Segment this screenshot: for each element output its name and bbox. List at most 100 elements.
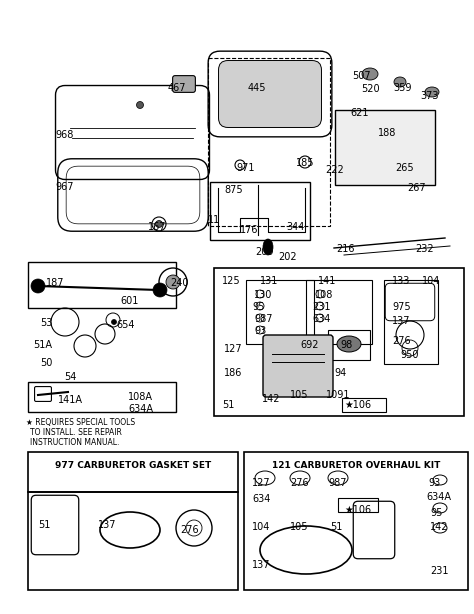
Text: 987: 987 (328, 478, 346, 488)
Text: 231: 231 (312, 302, 330, 312)
Text: 108: 108 (315, 290, 333, 300)
Bar (338, 498, 378, 512)
Text: 231: 231 (430, 566, 448, 576)
Text: 276: 276 (180, 525, 199, 535)
Text: 276: 276 (290, 478, 309, 488)
Text: 654: 654 (116, 320, 135, 330)
Text: 11: 11 (208, 215, 220, 225)
Text: 968: 968 (55, 130, 73, 140)
Circle shape (166, 275, 180, 289)
Text: 634: 634 (252, 494, 270, 504)
Text: 216: 216 (336, 244, 355, 254)
Text: 54: 54 (64, 372, 76, 382)
Text: 967: 967 (55, 182, 73, 192)
Text: 875: 875 (224, 185, 243, 195)
Text: 133: 133 (392, 276, 410, 286)
Text: 176: 176 (240, 225, 258, 235)
Text: 105: 105 (290, 390, 309, 400)
Text: 93: 93 (254, 326, 266, 336)
Text: TO INSTALL. SEE REPAIR: TO INSTALL. SEE REPAIR (30, 428, 122, 437)
FancyBboxPatch shape (173, 76, 195, 92)
Text: 987: 987 (254, 314, 273, 324)
Text: 104: 104 (252, 522, 270, 532)
Text: 167: 167 (148, 222, 166, 232)
Text: 142: 142 (430, 522, 448, 532)
Text: 276: 276 (392, 336, 410, 346)
Text: 141: 141 (318, 276, 337, 286)
Bar (208, 58, 330, 226)
Bar (28, 492, 238, 590)
Text: 520: 520 (361, 84, 380, 94)
Text: 121 CARBURETOR OVERHAUL KIT: 121 CARBURETOR OVERHAUL KIT (272, 461, 440, 470)
Text: 50: 50 (40, 358, 52, 368)
Text: 127: 127 (224, 344, 243, 354)
Text: 265: 265 (395, 163, 414, 173)
Bar (214, 268, 464, 416)
Text: 601: 601 (120, 296, 138, 306)
Text: ★106: ★106 (344, 505, 371, 515)
Text: 51: 51 (38, 520, 50, 530)
Text: ★106: ★106 (344, 400, 371, 410)
Bar (306, 280, 372, 344)
Bar (335, 110, 435, 185)
Circle shape (155, 220, 163, 228)
Text: 95: 95 (430, 508, 442, 518)
Text: 240: 240 (170, 278, 189, 288)
Bar (28, 382, 176, 412)
Text: 185: 185 (296, 158, 315, 168)
Text: 950: 950 (400, 350, 419, 360)
Text: 971: 971 (236, 163, 255, 173)
Text: 232: 232 (415, 244, 434, 254)
Bar (210, 182, 310, 240)
Text: 104: 104 (422, 276, 440, 286)
Text: 977 CARBURETOR GASKET SET: 977 CARBURETOR GASKET SET (55, 461, 211, 470)
Text: 621: 621 (350, 108, 368, 118)
Circle shape (153, 283, 167, 297)
Text: 373: 373 (420, 91, 438, 101)
Text: INSTRUCTION MANUAL.: INSTRUCTION MANUAL. (30, 438, 119, 447)
Text: 94: 94 (334, 368, 346, 378)
Text: 137: 137 (98, 520, 117, 530)
FancyBboxPatch shape (219, 61, 321, 128)
Circle shape (31, 279, 45, 293)
Text: 634A: 634A (426, 492, 451, 502)
Text: 634A: 634A (128, 404, 153, 414)
Text: 202: 202 (278, 252, 297, 262)
Text: 125: 125 (222, 276, 241, 286)
Text: 108A: 108A (128, 392, 153, 402)
Text: 188: 188 (378, 128, 396, 138)
Bar (246, 280, 314, 344)
Text: 93: 93 (428, 478, 440, 488)
Text: 130: 130 (254, 290, 273, 300)
Bar (244, 452, 468, 590)
Text: 445: 445 (248, 83, 266, 93)
Text: 975: 975 (392, 302, 410, 312)
Bar (28, 452, 238, 492)
Text: 141A: 141A (58, 395, 83, 405)
Text: 507: 507 (352, 71, 371, 81)
Text: 51A: 51A (33, 340, 52, 350)
Circle shape (137, 101, 144, 109)
Text: 137: 137 (252, 560, 271, 570)
Ellipse shape (263, 239, 273, 255)
Text: 467: 467 (168, 83, 186, 93)
Text: 127: 127 (252, 478, 271, 488)
Circle shape (111, 319, 117, 325)
Ellipse shape (425, 87, 439, 97)
Bar (28, 262, 176, 308)
Text: ★ REQUIRES SPECIAL TOOLS: ★ REQUIRES SPECIAL TOOLS (26, 418, 135, 427)
Text: 131: 131 (260, 276, 278, 286)
Ellipse shape (394, 77, 406, 87)
Text: 186: 186 (224, 368, 242, 378)
Text: 187: 187 (46, 278, 64, 288)
Bar (384, 280, 438, 364)
Text: 222: 222 (325, 165, 344, 175)
Text: 267: 267 (407, 183, 426, 193)
Text: 105: 105 (290, 522, 309, 532)
Bar (328, 330, 370, 360)
FancyBboxPatch shape (263, 335, 333, 397)
Ellipse shape (362, 68, 378, 80)
Text: 359: 359 (393, 83, 411, 93)
Text: 142: 142 (262, 394, 281, 404)
Text: 98: 98 (340, 340, 352, 350)
